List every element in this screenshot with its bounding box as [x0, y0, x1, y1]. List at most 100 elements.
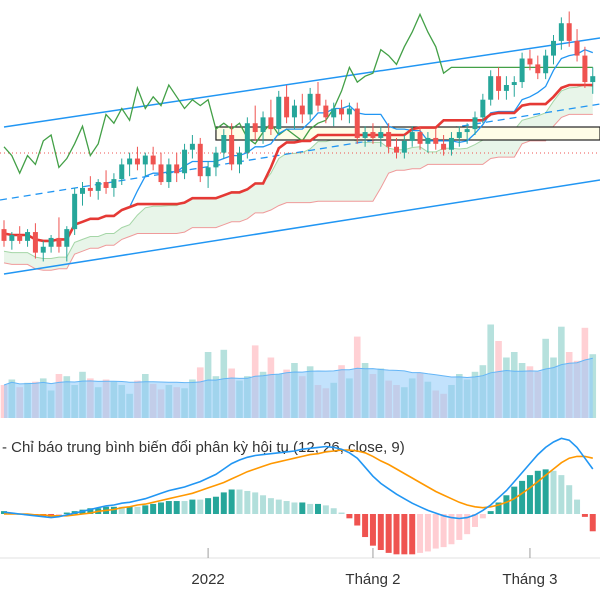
candle-body — [472, 117, 478, 130]
macd-panel — [1, 437, 596, 555]
candle-body — [448, 137, 454, 150]
candle-body — [543, 55, 549, 74]
cloud-span-b-line — [3, 113, 593, 271]
macd-histogram-bar — [534, 470, 541, 514]
candle-body — [519, 58, 525, 83]
candle-body — [87, 187, 93, 191]
macd-histogram-bar — [236, 489, 243, 514]
channel-lower-line — [3, 179, 600, 275]
candle-body — [496, 76, 502, 91]
macd-histogram-bar — [472, 514, 478, 527]
time-axis-label: 2022 — [191, 571, 224, 588]
macd-histogram-bar — [165, 501, 172, 514]
macd-histogram-bar — [440, 514, 447, 548]
candle-body — [134, 158, 140, 165]
candle-body — [480, 99, 486, 118]
candle-body — [566, 23, 572, 41]
macd-histogram-bar — [267, 498, 274, 514]
macd-histogram-bar — [197, 499, 204, 514]
volume-bar — [487, 324, 494, 418]
candle-body — [511, 82, 517, 85]
macd-histogram-bar — [542, 469, 549, 514]
candle-body — [323, 105, 329, 118]
candle-body — [205, 167, 211, 177]
macd-line — [3, 437, 594, 520]
macd-histogram-bar — [252, 492, 259, 514]
candle-body — [64, 229, 70, 247]
candle-body — [299, 105, 305, 115]
macd-histogram-bar — [205, 498, 212, 514]
candle-body — [527, 58, 533, 65]
candle-body — [433, 137, 439, 144]
candle-body — [25, 232, 31, 241]
channel-upper-line — [3, 37, 600, 128]
candle-body — [354, 108, 360, 138]
candle-body — [111, 179, 117, 188]
candle-body — [488, 76, 494, 100]
candle-body — [409, 132, 415, 141]
macd-histogram-bar — [55, 514, 62, 516]
candle-body — [401, 140, 407, 153]
macd-histogram-bar — [110, 506, 117, 514]
candle-body — [252, 123, 258, 133]
candle-body — [378, 132, 384, 138]
candle-body — [417, 132, 423, 144]
volume-panel — [0, 324, 597, 418]
macd-histogram-bar — [118, 506, 125, 514]
macd-histogram-bar — [189, 499, 196, 514]
candle-body — [276, 96, 282, 130]
candle-body — [394, 146, 399, 153]
macd-histogram-bar — [511, 486, 518, 514]
macd-histogram-bar — [456, 514, 463, 540]
candle-body — [535, 64, 541, 74]
time-axis: 2022 Tháng 2 Tháng 3 — [0, 548, 600, 588]
time-axis-label: Tháng 3 — [502, 571, 557, 588]
candle-body — [503, 85, 509, 91]
macd-histogram-bar — [150, 503, 157, 514]
macd-histogram-bar — [173, 501, 180, 514]
candle-body — [150, 155, 156, 165]
macd-histogram-bar — [158, 502, 164, 514]
macd-histogram-bar — [581, 514, 588, 517]
macd-histogram-bar — [479, 514, 486, 519]
candle-body — [370, 132, 376, 138]
time-axis-label: Tháng 2 — [345, 571, 400, 588]
candle-body — [166, 164, 172, 183]
candle-body — [40, 246, 46, 253]
candle-body — [229, 135, 235, 165]
macd-histogram-bar — [134, 506, 141, 514]
candle-body — [386, 132, 392, 147]
macd-histogram-bar — [87, 508, 94, 514]
candle-body — [456, 132, 462, 138]
candle-body — [197, 143, 203, 177]
macd-histogram-bar — [322, 505, 329, 514]
candle-body — [189, 143, 195, 150]
macd-histogram-bar — [487, 511, 494, 514]
macd-histogram-bar — [275, 499, 282, 514]
candle-body — [221, 135, 227, 153]
macd-histogram-bar — [181, 501, 188, 514]
volume-ma-area — [4, 358, 593, 418]
candle-body — [307, 93, 313, 115]
macd-histogram-bar — [362, 514, 369, 538]
macd-histogram-bar — [550, 470, 557, 514]
macd-indicator-title[interactable]: - Chỉ báo trung bình biến đổi phân kỳ hộ… — [2, 439, 405, 456]
candle-body — [291, 105, 297, 118]
candle-body — [574, 40, 580, 56]
macd-histogram-bar — [519, 480, 526, 514]
candle-body — [362, 132, 368, 138]
macd-histogram-bar — [448, 514, 455, 545]
macd-histogram-bar — [283, 501, 290, 514]
macd-histogram-bar — [346, 514, 353, 519]
candle-body — [244, 123, 250, 153]
macd-histogram-bar — [260, 495, 267, 514]
macd-histogram-bar — [464, 514, 471, 535]
macd-histogram-bar — [126, 506, 133, 514]
macd-histogram-bar — [424, 514, 431, 552]
macd-histogram-bar — [212, 496, 219, 514]
macd-histogram-bar — [432, 514, 439, 549]
candle-body — [331, 108, 337, 118]
candle-body — [346, 108, 352, 115]
macd-histogram-bar — [377, 514, 384, 550]
